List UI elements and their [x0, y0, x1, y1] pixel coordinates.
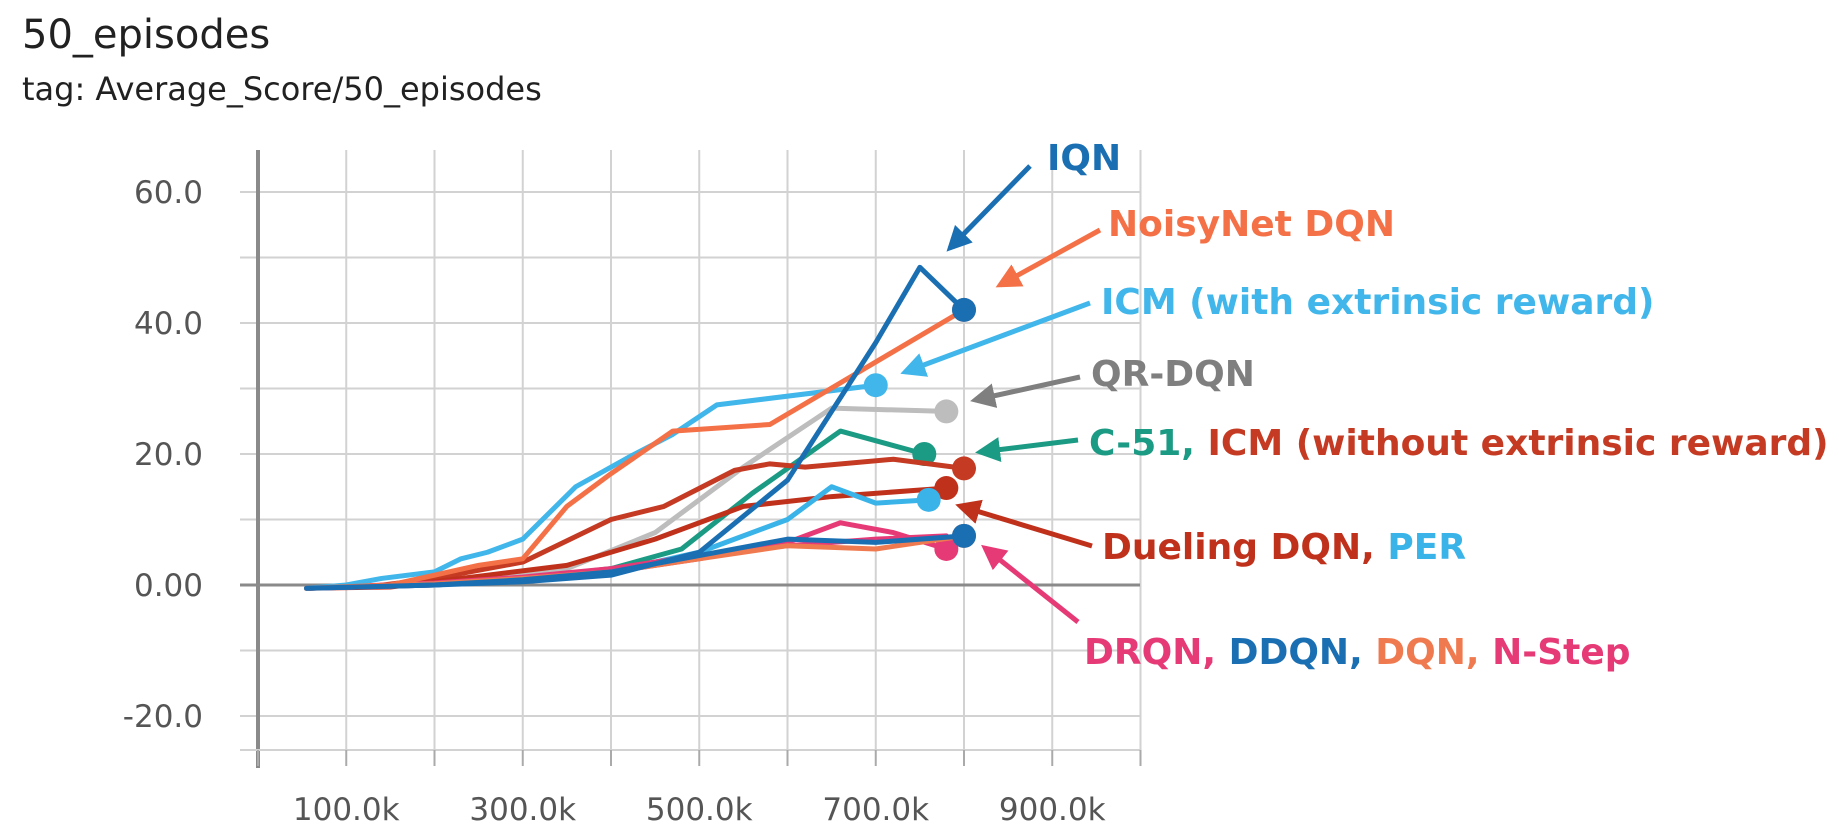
annotation-label-part: C-51 [1089, 423, 1181, 464]
series-end-dot [952, 456, 976, 481]
annotation-label-part: IQN [1047, 138, 1121, 179]
y-tick-label: 40.0 [134, 306, 203, 342]
annotation-arrow [995, 227, 1102, 288]
annotation-label: IQN [1047, 138, 1121, 179]
annotation-label: C-51, ICM (without extrinsic reward) [1089, 423, 1829, 464]
annotation-label: QR-DQN [1091, 354, 1255, 395]
annotation-label-part: , [1181, 423, 1207, 464]
x-tick-label: 700.0k [822, 792, 929, 828]
annotation-label-part: ICM (without extrinsic reward) [1208, 423, 1829, 464]
series-end-dot [916, 487, 941, 512]
series-line [304, 520, 949, 591]
annotation-label: ICM (with extrinsic reward) [1101, 282, 1655, 323]
chart-tick-labels: 60.0 40.0 20.0 0.00 -20.0 100.0k 300.0k 500.0k 7… [123, 175, 1106, 828]
annotation-label-part: DDQN [1229, 632, 1350, 673]
series-end-dot [934, 536, 959, 561]
annotation-label-part: DQN [1375, 632, 1466, 673]
annotation-arrow [900, 300, 1091, 377]
x-tick-label: 500.0k [646, 792, 753, 828]
annotation-label-part: , [1349, 632, 1375, 673]
annotation-arrow [946, 164, 1032, 252]
annotation-arrow [975, 437, 1079, 462]
annotation-arrow [955, 499, 1093, 549]
annotation-label-part: NoisyNet DQN [1108, 204, 1395, 245]
annotation-arrow [981, 544, 1080, 624]
page-subtitle: tag: Average_Score/50_episodes [22, 70, 542, 108]
chart-axes [240, 150, 1142, 768]
x-tick-label: 300.0k [469, 792, 576, 828]
annotation-label-part: PER [1387, 527, 1466, 568]
annotation-label-part: DRQN [1084, 632, 1202, 673]
annotation-label-part: N-Step [1492, 632, 1630, 673]
series-end-dot [934, 476, 959, 501]
chart-grid [240, 150, 1142, 750]
annotation-label-part: Dueling DQN [1102, 527, 1361, 568]
annotation-label: Dueling DQN, PER [1102, 527, 1466, 568]
y-tick-label: 20.0 [134, 437, 203, 473]
page-title: 50_episodes [22, 12, 271, 58]
series-line [304, 307, 967, 591]
y-tick-label: -20.0 [123, 699, 203, 735]
annotation-label: NoisyNet DQN [1108, 204, 1395, 245]
x-tick-label: 900.0k [999, 792, 1106, 828]
series-end-dot [952, 297, 976, 322]
chart-series [304, 264, 976, 591]
annotation-label: DRQN, DDQN, DQN, N-Step [1084, 632, 1631, 673]
annotation-arrow [970, 374, 1081, 408]
x-tick-label: 100.0k [293, 792, 400, 828]
annotation-label-part: ICM (with extrinsic reward) [1101, 282, 1655, 323]
y-tick-label: 0.00 [134, 568, 203, 604]
annotation-label-part: , [1202, 632, 1228, 673]
y-tick-label: 60.0 [134, 175, 203, 211]
annotation-label-part: QR-DQN [1091, 354, 1255, 395]
chart-annotations: IQN NoisyNet DQN ICM (with extrinsic rewar… [900, 138, 1829, 673]
series-end-dot [934, 399, 959, 424]
annotation-label-part: , [1466, 632, 1492, 673]
annotation-label-part: , [1361, 527, 1387, 568]
series-end-dot [863, 373, 888, 398]
series-end-dot [952, 523, 976, 548]
series-line [304, 264, 967, 591]
